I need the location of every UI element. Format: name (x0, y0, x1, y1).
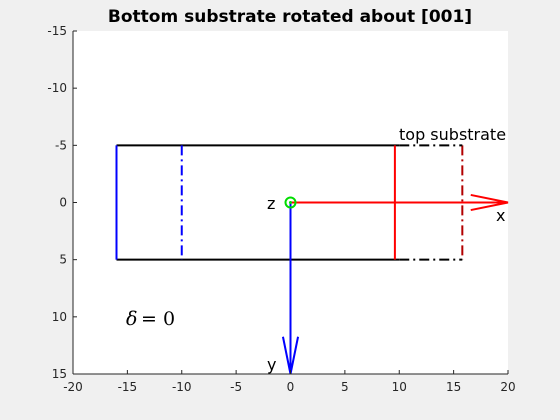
diagram-lines (115, 144, 464, 261)
y-tick-label: 10 (52, 310, 67, 324)
y-axis-label: y (267, 355, 276, 374)
y-tick-label: 0 (59, 196, 67, 210)
x-tick-label: 5 (341, 380, 349, 394)
y-tick-label: 15 (52, 367, 67, 381)
x-axis-ticks: -20 -15 -10 -5 0 5 10 15 20 (63, 370, 516, 394)
delta-symbol: δ (126, 308, 137, 330)
x-tick-label: -10 (172, 380, 192, 394)
x-tick-label: 10 (392, 380, 407, 394)
y-tick-label: -5 (55, 138, 67, 152)
y-tick-label: -10 (47, 81, 67, 95)
x-tick-label: -15 (118, 380, 138, 394)
x-tick-label: 0 (287, 380, 295, 394)
y-tick-label: -15 (47, 24, 67, 38)
origin-dot (289, 201, 292, 204)
z-axis-label: z (267, 194, 275, 213)
x-tick-label: 20 (500, 380, 515, 394)
origin-marker-group (284, 196, 297, 209)
top-substrate-label: top substrate (399, 125, 506, 144)
x-tick-label: 15 (446, 380, 461, 394)
x-tick-label: -20 (63, 380, 83, 394)
delta-value: = 0 (141, 308, 175, 330)
chart-title: Bottom substrate rotated about [001] (108, 7, 472, 27)
x-axis-arrow-head (470, 193, 509, 212)
y-tick-label: 5 (59, 253, 67, 267)
y-axis-ticks: -15 -10 -5 0 5 10 15 (47, 24, 77, 381)
x-tick-label: -5 (230, 380, 242, 394)
origin-marker (284, 196, 297, 209)
x-axis-label: x (496, 206, 505, 225)
